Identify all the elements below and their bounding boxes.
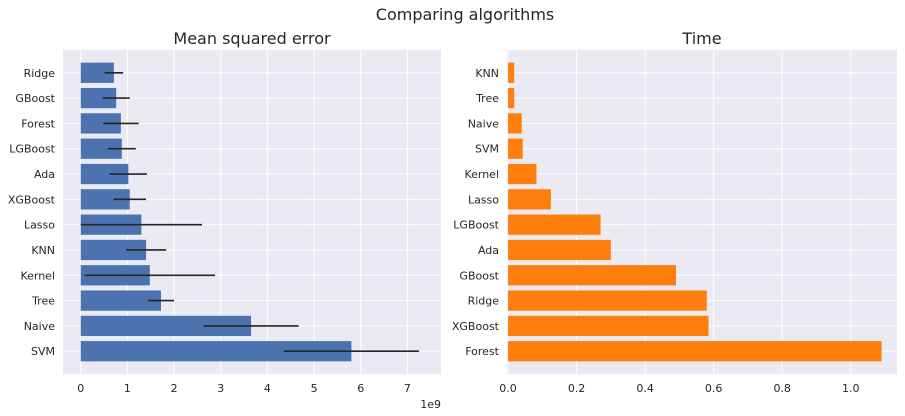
mse-category-label: Naive (24, 320, 56, 333)
time-x-tick-label: 0.2 (568, 382, 586, 395)
mse-x-tick-label: 2 (171, 382, 178, 395)
mse-bar (80, 113, 121, 134)
mse-category-label: Ridge (24, 67, 56, 80)
mse-x-tick-label: 4 (264, 382, 271, 395)
mse-bar (80, 87, 117, 109)
mse-bar (80, 341, 352, 362)
time-x-tick-label: 0.4 (636, 382, 654, 395)
mse-bar (80, 290, 161, 311)
time-x-tick-label: 0.6 (705, 382, 723, 395)
time-bar (508, 138, 523, 159)
mse-category-label: Kernel (20, 269, 55, 282)
mse-category-label: Ada (34, 168, 55, 181)
mse-bar (80, 189, 130, 210)
mse-bar (80, 138, 122, 159)
time-category-label: KNN (475, 67, 499, 80)
time-category-label: SVM (475, 143, 499, 156)
mse-category-label: LGBoost (9, 143, 55, 156)
mse-category-label: SVM (31, 345, 55, 358)
time-bar (508, 189, 551, 210)
mse-category-label: KNN (31, 244, 55, 257)
time-category-label: Naive (468, 117, 500, 130)
time-x-tick-label: 1.0 (842, 382, 860, 395)
time-bar (508, 62, 515, 83)
mse-axis-offset-label: 1e9 (420, 398, 441, 411)
time-x-tick-label: 0.8 (773, 382, 791, 395)
time-category-label: Kernel (464, 168, 499, 181)
time-category-label: Ada (478, 244, 499, 257)
mse-bar (80, 315, 252, 337)
time-bar (508, 87, 515, 109)
time-category-label: Tree (475, 92, 499, 105)
mse-category-label: Forest (21, 117, 55, 130)
mse-x-tick-label: 5 (311, 382, 318, 395)
mse-chart-title: Mean squared error (173, 29, 331, 48)
mse-chart-panel: 0 1 2 3 4 5 6 7 SVM Naive Tree Kernel KNN Lasso XGBoos… (8, 29, 441, 411)
time-category-label: Forest (465, 345, 499, 358)
figure-title: Comparing algorithms (376, 5, 554, 24)
mse-category-label: Lasso (24, 219, 55, 232)
mse-bar (80, 62, 114, 83)
mse-x-tick-label: 1 (124, 382, 131, 395)
mse-category-label: XGBoost (8, 193, 56, 206)
time-chart-panel: 0.0 0.2 0.4 0.6 0.8 1.0 Forest XGBoost Ridge GBoo… (452, 29, 897, 395)
time-bar (508, 265, 676, 286)
time-category-label: LGBoost (453, 219, 499, 232)
time-bar (508, 341, 882, 362)
mse-bar (80, 163, 129, 185)
time-x-tick-label: 0.0 (499, 382, 517, 395)
time-category-label: GBoost (459, 269, 499, 282)
time-bar (508, 214, 601, 235)
mse-category-label: Tree (31, 295, 55, 308)
time-bar (508, 239, 611, 261)
mse-bar (80, 239, 147, 261)
time-bar (508, 315, 709, 337)
time-category-label: Lasso (468, 193, 499, 206)
mse-x-tick-label: 0 (77, 382, 84, 395)
mse-x-tick-label: 3 (217, 382, 224, 395)
time-category-label: Ridge (468, 295, 500, 308)
time-chart-title: Time (681, 29, 721, 48)
mse-category-label: GBoost (15, 92, 55, 105)
time-bar (508, 163, 537, 185)
mse-x-tick-label: 6 (357, 382, 364, 395)
time-bar (508, 290, 707, 311)
time-category-label: XGBoost (452, 320, 500, 333)
mse-x-tick-label: 7 (404, 382, 411, 395)
time-bar (508, 113, 522, 134)
